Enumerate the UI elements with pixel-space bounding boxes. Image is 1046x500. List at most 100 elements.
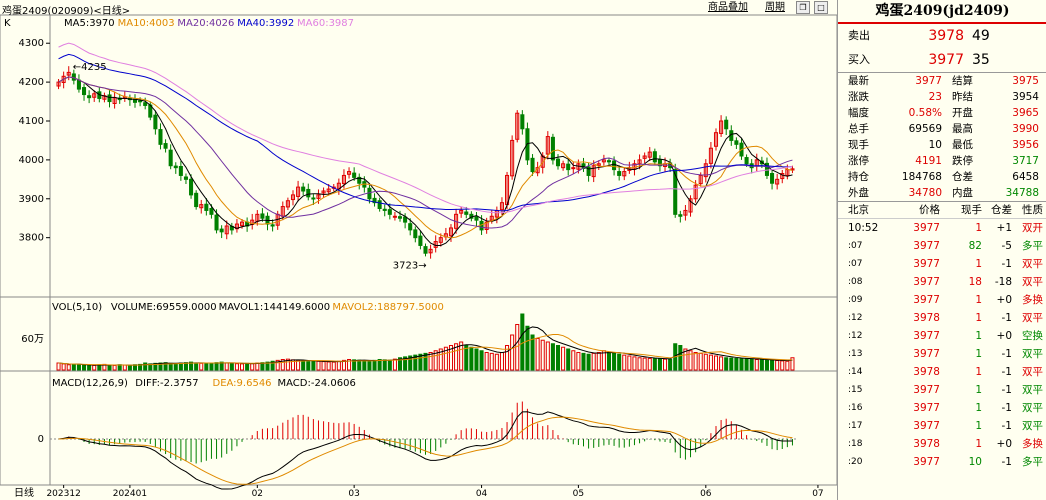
minimize-icon[interactable]: □ [814, 1, 828, 14]
tick-cell: 3978 [913, 312, 940, 324]
tick-row[interactable]: :14 3978 1 -1 双平 [838, 363, 1046, 381]
x-tick-label: 202312 [46, 489, 80, 499]
tick-cell: 1 [975, 366, 982, 378]
volume-bar [204, 363, 209, 371]
ask-row[interactable]: 卖出 3978 49 [838, 24, 1046, 48]
ma-legend-label: MA40:3992 [237, 18, 294, 29]
tick-row[interactable]: :12 3978 1 -1 双平 [838, 309, 1046, 327]
candle-body [764, 162, 769, 176]
volume-bar [612, 352, 617, 371]
tick-cell: 3978 [913, 366, 940, 378]
stat-row: 总手 69569 最高 3990 [838, 121, 1046, 137]
tick-row[interactable]: :07 3977 82 -5 多平 [838, 237, 1046, 255]
tick-cell: :17 [848, 421, 863, 431]
restore-icon[interactable]: ❐ [796, 1, 810, 14]
tick-row[interactable]: :08 3977 18 -18 双平 [838, 273, 1046, 291]
volume-bar [199, 362, 204, 371]
volume-bar [397, 357, 403, 371]
volume-bar [484, 352, 489, 371]
stat-value: 184768 [901, 171, 942, 183]
candle-body [734, 140, 739, 145]
tick-cell: -1 [1001, 384, 1012, 396]
tick-cell: 双平 [1022, 384, 1043, 396]
volume-bar [377, 359, 382, 371]
period-button[interactable]: 周期 [765, 2, 785, 13]
tick-cell: 1 [975, 438, 982, 450]
tick-cell: 3977 [913, 276, 940, 288]
volume-bar [71, 363, 76, 371]
candle-body [678, 214, 683, 217]
stat-value: 3965 [1012, 107, 1039, 119]
stat-label: 现手 [848, 139, 869, 151]
overlay-button[interactable]: 商品叠加 [708, 2, 748, 13]
tick-cell: 3977 [913, 456, 940, 468]
ask-label: 卖出 [848, 29, 870, 42]
bid-row[interactable]: 买入 3977 35 [838, 48, 1046, 72]
volume-bar [382, 359, 387, 371]
tick-row[interactable]: :17 3977 1 -1 双平 [838, 417, 1046, 435]
stat-value: 34780 [908, 187, 942, 199]
tick-row[interactable]: :16 3977 1 -1 双平 [838, 399, 1046, 417]
tick-cell: -1 [1001, 402, 1012, 414]
ma5-line [58, 76, 793, 246]
candle-body [260, 213, 265, 219]
volume-bar [719, 356, 724, 371]
stat-value: 3990 [1012, 123, 1039, 135]
volume-bar [127, 364, 132, 371]
volume-bar [566, 348, 571, 371]
tick-row[interactable]: :20 3977 10 -1 多平 [838, 453, 1046, 471]
candle-body [770, 173, 775, 184]
volume-bar [576, 352, 581, 371]
volume-bar [255, 362, 260, 371]
volume-bar [209, 362, 214, 371]
tick-row[interactable]: :18 3978 1 +0 多换 [838, 435, 1046, 453]
candle-body [341, 174, 346, 185]
tick-row[interactable]: :13 3977 1 -1 双平 [838, 345, 1046, 363]
chart-area[interactable]: 鸡蛋2409(020909)<日线> 商品叠加 周期 ❐ □ 4300 4200 4… [0, 0, 837, 500]
y-tick-label: 4100 [19, 116, 44, 127]
volume-bar [250, 363, 255, 371]
ma40-line [58, 53, 793, 212]
tick-cell: :13 [848, 349, 863, 359]
candle-body [459, 209, 464, 214]
tick-row[interactable]: :15 3977 1 -1 双平 [838, 381, 1046, 399]
mavol2-line [58, 333, 793, 366]
tick-cell: :14 [848, 367, 863, 377]
bid-label: 买入 [848, 53, 870, 66]
volume-bar [454, 343, 459, 371]
stat-value: 34788 [1005, 187, 1039, 199]
stat-label: 仓差 [952, 171, 973, 183]
tick-list[interactable]: 北京 价格 现手 仓差 性质 10:52 3977 1 +1 双开:07 3977 82 -5 多平:0… [838, 202, 1046, 471]
tick-row[interactable]: 10:52 3977 1 +1 双开 [838, 219, 1046, 237]
candle-body [484, 221, 489, 231]
candle-body [352, 172, 357, 178]
candle-body [561, 163, 566, 169]
candle-body [622, 171, 627, 177]
candle-body [688, 198, 693, 213]
x-tick-label: 04 [476, 489, 488, 499]
tick-cell: :12 [848, 331, 863, 341]
tick-cell: 多平 [1022, 456, 1043, 468]
candle-body [571, 167, 576, 170]
tick-cell: -1 [1001, 456, 1012, 468]
volume-bar [724, 357, 729, 371]
candle-body [545, 136, 550, 155]
volume-legend-label: VOLUME:69559.0000 [111, 302, 217, 313]
y-tick-label: 3800 [19, 233, 44, 244]
tick-row[interactable]: :09 3977 1 +0 多换 [838, 291, 1046, 309]
volume-bar [285, 358, 290, 371]
candle-body [617, 171, 622, 176]
candle-body [204, 203, 209, 211]
volume-bar [708, 354, 713, 371]
tick-row[interactable]: :07 3977 1 -1 双平 [838, 255, 1046, 273]
volume-bar [474, 348, 479, 371]
tick-cell: 10:52 [848, 222, 879, 234]
tick-row[interactable]: :12 3977 1 +0 空换 [838, 327, 1046, 345]
tick-cell: 3977 [913, 294, 940, 306]
volume-bar [311, 360, 316, 371]
candle-body [448, 227, 454, 237]
volume-bar [219, 361, 224, 371]
stat-label: 外盘 [848, 187, 869, 199]
volume-bar [780, 360, 785, 371]
candle-body [143, 102, 148, 106]
